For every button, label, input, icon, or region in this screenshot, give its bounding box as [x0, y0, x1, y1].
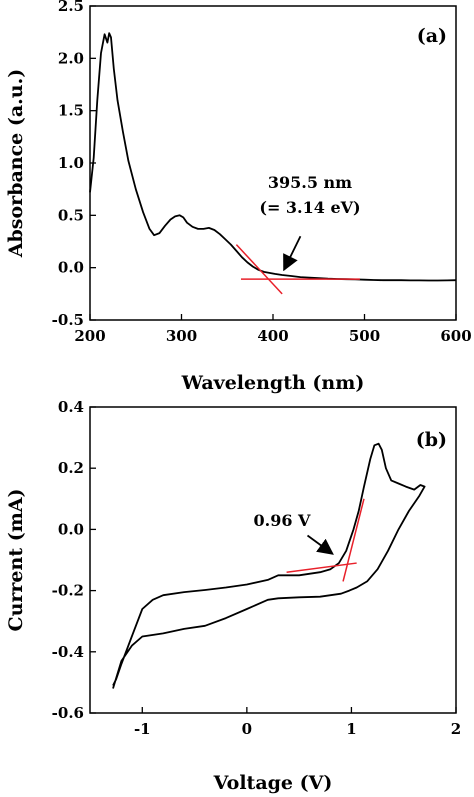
y-tick-label: 0.0	[58, 520, 84, 538]
y-tick-label: -0.6	[52, 704, 84, 722]
x-tick-label: 500	[349, 327, 380, 345]
y-tick-label: 1.0	[58, 154, 84, 172]
x-ticks-a: 200 300 400 500 600	[74, 314, 472, 345]
annotation-text-a-1: 395.5 nm	[268, 173, 352, 192]
y-tick-label: -0.2	[52, 582, 84, 600]
x-tick-label: 400	[257, 327, 288, 345]
annotation-text-a-2: (= 3.14 eV)	[259, 198, 360, 217]
y-tick-label: 2.0	[58, 49, 84, 67]
x-tick-label: 200	[74, 327, 105, 345]
x-ticks-b: -1 0 1 2	[134, 707, 461, 738]
annotation-arrow-b	[306, 534, 334, 555]
x-axis-title-b: Voltage (V)	[213, 772, 333, 794]
chart-a: -0.5 0.0 0.5 1.0 1.5 2.0 2.5 200 300 400 500 600 3…	[5, 0, 472, 394]
y-tick-label: 1.5	[58, 102, 84, 120]
tangent-line-b-1	[286, 562, 357, 573]
y-tick-label: 0.0	[58, 259, 84, 277]
chart-b: -0.6 -0.4 -0.2 0.0 0.2 0.4 -1 0 1 2 0.96 V (b) V…	[5, 398, 461, 794]
annotation-arrow-a	[283, 235, 302, 272]
panel-label-b: (b)	[416, 429, 447, 451]
y-axis-title-b: Current (mA)	[5, 488, 27, 631]
series-line-b	[112, 442, 426, 689]
y-ticks-a: -0.5 0.0 0.5 1.0 1.5 2.0 2.5	[52, 0, 96, 329]
x-tick-label: 600	[440, 327, 471, 345]
x-axis-title-a: Wavelength (nm)	[181, 372, 365, 394]
y-tick-label: -0.5	[52, 311, 84, 329]
annotation-text-b: 0.96 V	[254, 511, 312, 530]
y-tick-label: 0.5	[58, 206, 84, 224]
y-axis-title-a: Absorbance (a.u.)	[5, 69, 27, 258]
x-tick-label: 2	[451, 720, 461, 738]
x-tick-label: -1	[134, 720, 151, 738]
y-ticks-b: -0.6 -0.4 -0.2 0.0 0.2 0.4	[52, 398, 96, 722]
y-tick-label: -0.4	[52, 643, 84, 661]
tangent-line-a-1	[235, 244, 283, 295]
x-tick-label: 0	[242, 720, 252, 738]
y-tick-label: 2.5	[58, 0, 84, 15]
plot-frame-b	[89, 406, 457, 714]
y-tick-label: 0.2	[58, 459, 84, 477]
panel-label-a: (a)	[417, 25, 447, 47]
y-tick-label: 0.4	[58, 398, 84, 416]
x-tick-label: 1	[346, 720, 356, 738]
x-tick-label: 300	[166, 327, 197, 345]
series-line-a	[89, 32, 457, 282]
tangent-line-b-2	[342, 498, 365, 582]
